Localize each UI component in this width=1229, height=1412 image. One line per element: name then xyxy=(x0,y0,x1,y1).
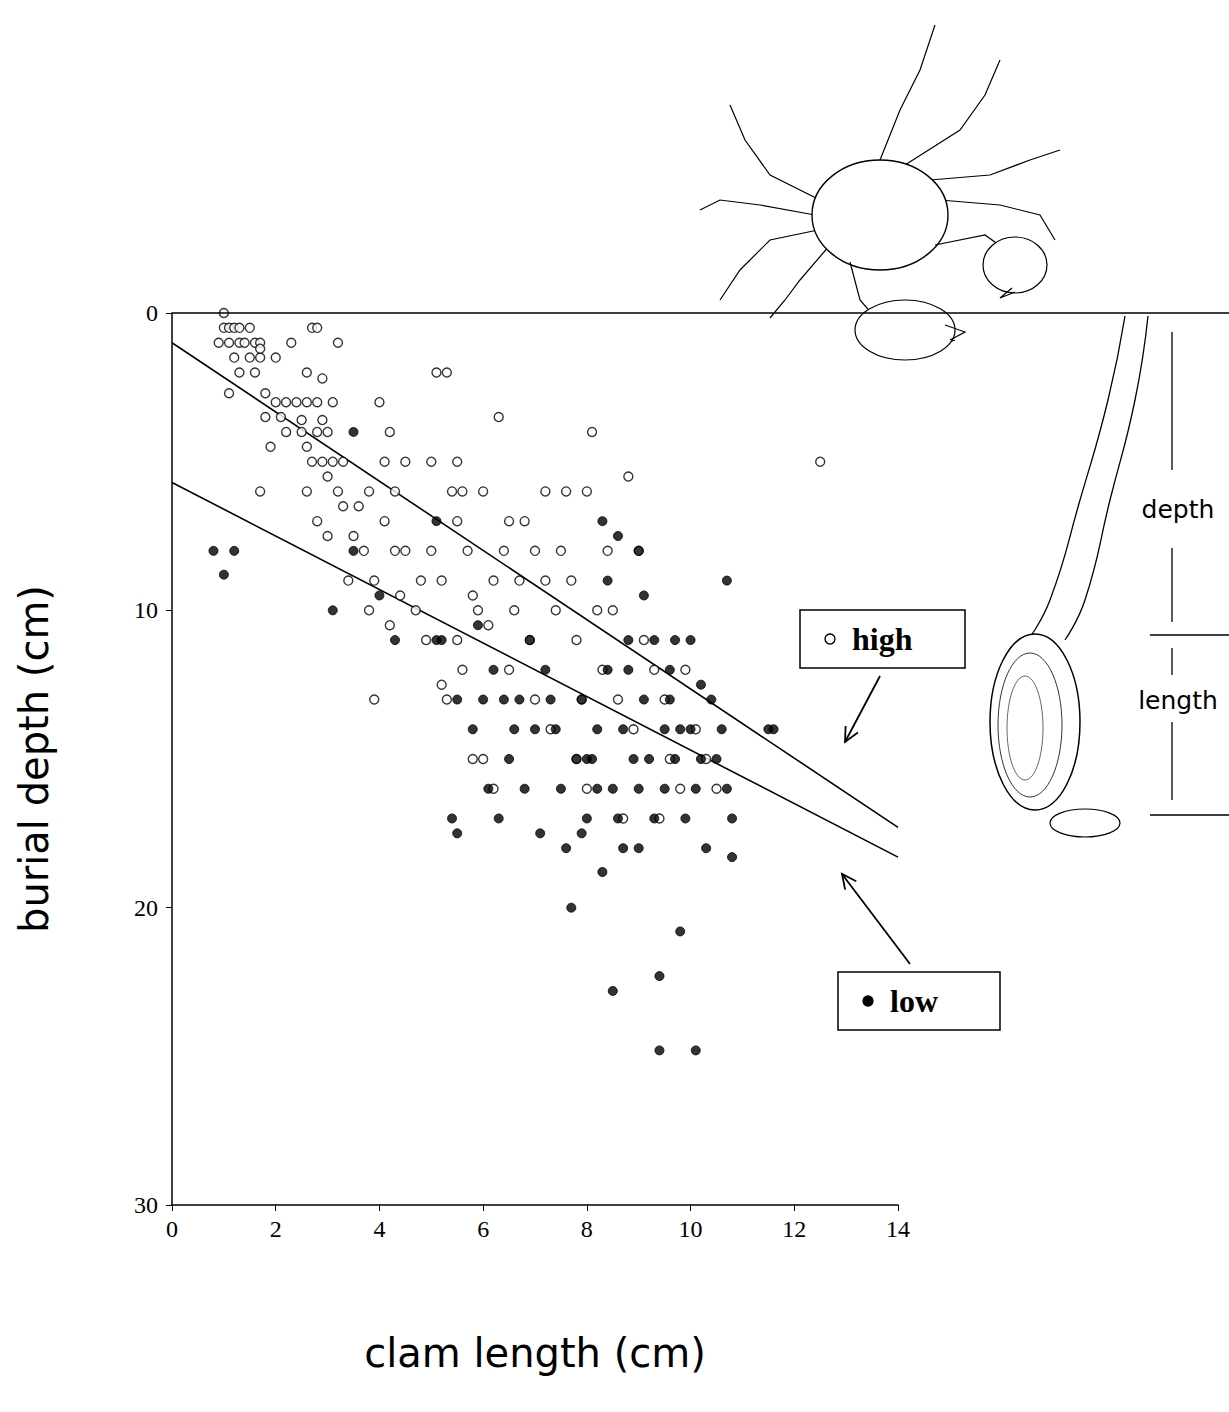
svg-text:0: 0 xyxy=(146,300,158,326)
svg-text:depth: depth xyxy=(1142,495,1215,524)
svg-text:4: 4 xyxy=(373,1216,385,1242)
svg-text:30: 30 xyxy=(134,1192,158,1218)
svg-text:8: 8 xyxy=(581,1216,593,1242)
svg-text:high: high xyxy=(852,621,913,657)
svg-text:0: 0 xyxy=(166,1216,178,1242)
svg-text:length: length xyxy=(1138,686,1218,715)
svg-text:10: 10 xyxy=(679,1216,703,1242)
svg-text:6: 6 xyxy=(477,1216,489,1242)
svg-text:low: low xyxy=(890,983,938,1019)
svg-text:2: 2 xyxy=(270,1216,282,1242)
svg-text:14: 14 xyxy=(886,1216,910,1242)
svg-text:20: 20 xyxy=(134,895,158,921)
svg-text:clam length (cm): clam length (cm) xyxy=(364,1330,706,1376)
svg-text:12: 12 xyxy=(782,1216,806,1242)
svg-text:10: 10 xyxy=(134,597,158,623)
svg-text:burial depth (cm): burial depth (cm) xyxy=(11,585,57,933)
